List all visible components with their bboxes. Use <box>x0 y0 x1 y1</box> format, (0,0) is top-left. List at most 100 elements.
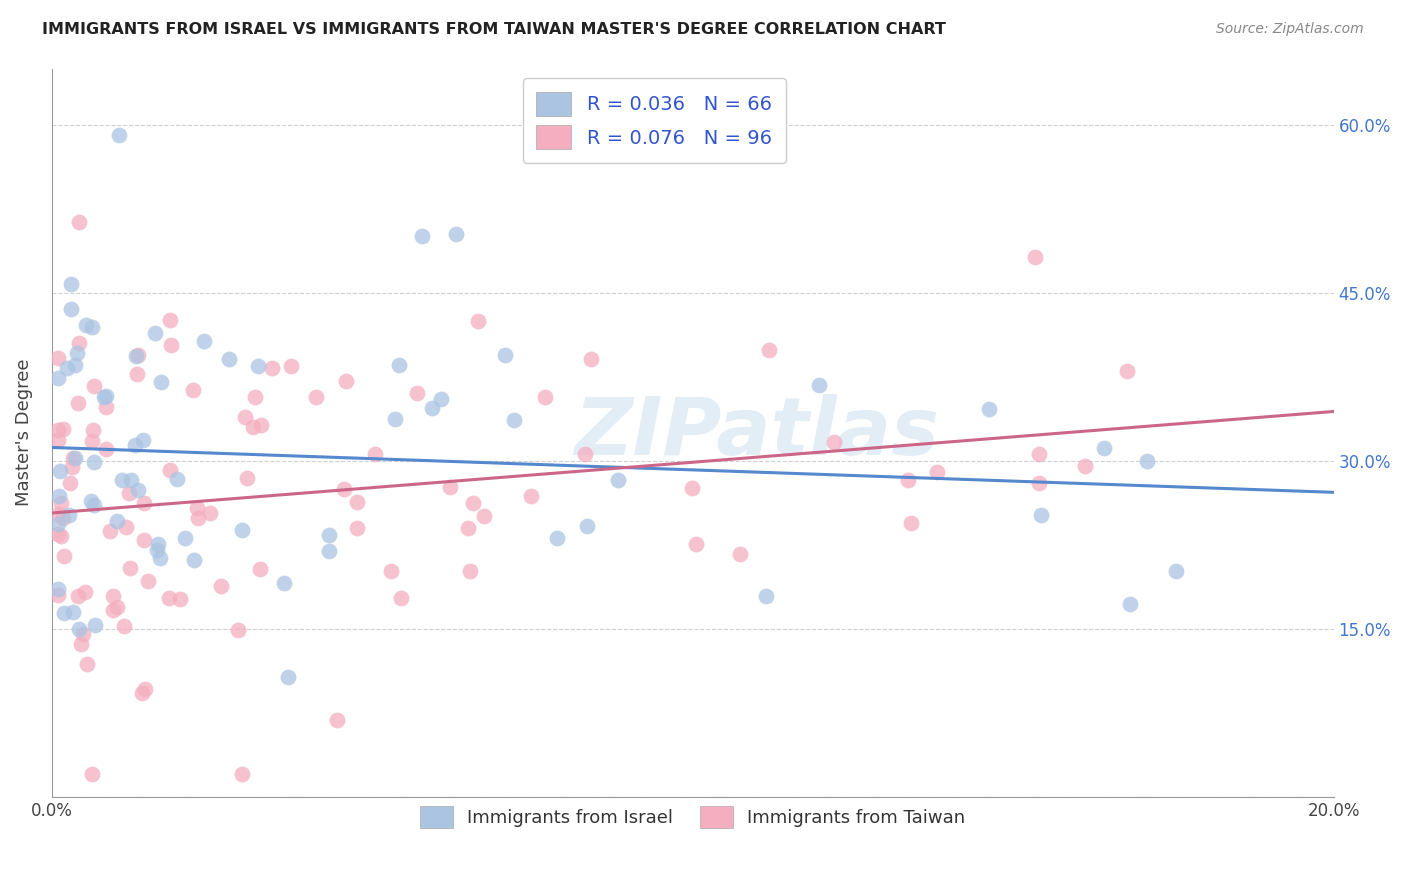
Point <box>332 482 354 496</box>
Point <box>46 507 69 521</box>
Point <box>115 520 138 534</box>
Point <box>457 521 479 535</box>
Point <box>69 637 91 651</box>
Point <box>134 681 156 696</box>
Point <box>236 471 259 485</box>
Point <box>46 433 69 447</box>
Point <box>187 511 209 525</box>
Point <box>326 714 349 728</box>
Point <box>166 472 188 486</box>
Point <box>55 361 77 376</box>
Point <box>1136 454 1159 468</box>
Point <box>62 606 84 620</box>
Point <box>157 591 180 606</box>
Point <box>685 537 707 551</box>
Point <box>46 588 69 602</box>
Point <box>66 346 89 360</box>
Point <box>388 358 411 372</box>
Point <box>48 489 70 503</box>
Point <box>60 277 83 291</box>
Point <box>467 314 489 328</box>
Point <box>159 312 181 326</box>
Point <box>925 465 948 479</box>
Point <box>406 385 429 400</box>
Point <box>346 494 368 508</box>
Point <box>127 367 149 381</box>
Point <box>1119 597 1142 611</box>
Point <box>107 128 129 142</box>
Point <box>49 529 72 543</box>
Text: IMMIGRANTS FROM ISRAEL VS IMMIGRANTS FROM TAIWAN MASTER'S DEGREE CORRELATION CHA: IMMIGRANTS FROM ISRAEL VS IMMIGRANTS FRO… <box>42 22 946 37</box>
Point <box>80 319 103 334</box>
Point <box>897 473 920 487</box>
Point <box>1029 508 1052 522</box>
Point <box>181 383 204 397</box>
Y-axis label: Master's Degree: Master's Degree <box>15 359 32 507</box>
Point <box>48 464 70 478</box>
Point <box>576 519 599 533</box>
Point <box>46 370 69 384</box>
Point <box>183 553 205 567</box>
Point <box>200 506 222 520</box>
Point <box>979 401 1001 416</box>
Point <box>125 349 148 363</box>
Point <box>169 592 191 607</box>
Point <box>120 561 142 575</box>
Point <box>318 528 340 542</box>
Point <box>131 686 153 700</box>
Point <box>72 627 94 641</box>
Point <box>83 455 105 469</box>
Point <box>52 422 75 436</box>
Point <box>105 514 128 528</box>
Point <box>579 352 602 367</box>
Point <box>63 358 86 372</box>
Point <box>458 564 481 578</box>
Point <box>280 359 302 373</box>
Point <box>1028 447 1050 461</box>
Point <box>159 463 181 477</box>
Point <box>75 318 97 333</box>
Point <box>67 335 90 350</box>
Point <box>1166 564 1188 578</box>
Point <box>96 442 118 457</box>
Point <box>494 348 516 362</box>
Point <box>80 493 103 508</box>
Point <box>546 532 568 546</box>
Point <box>127 483 149 497</box>
Point <box>112 618 135 632</box>
Point <box>52 511 75 525</box>
Point <box>520 489 543 503</box>
Text: ZIPatlas: ZIPatlas <box>574 393 939 472</box>
Point <box>149 376 172 390</box>
Point <box>1092 441 1115 455</box>
Point <box>46 526 69 541</box>
Point <box>105 599 128 614</box>
Point <box>318 544 340 558</box>
Point <box>235 410 257 425</box>
Point <box>503 413 526 427</box>
Point <box>83 499 105 513</box>
Point <box>1028 476 1050 491</box>
Point <box>242 420 264 434</box>
Point <box>149 551 172 566</box>
Point <box>173 531 195 545</box>
Point <box>472 508 495 523</box>
Point <box>46 424 69 438</box>
Point <box>98 524 121 538</box>
Point <box>96 400 118 414</box>
Point <box>46 582 69 596</box>
Point <box>231 523 253 537</box>
Point <box>730 547 752 561</box>
Point <box>146 537 169 551</box>
Point <box>422 401 444 415</box>
Point <box>94 389 117 403</box>
Point <box>250 417 273 432</box>
Point <box>83 618 105 632</box>
Point <box>186 501 208 516</box>
Point <box>111 474 134 488</box>
Point <box>101 590 124 604</box>
Point <box>380 564 402 578</box>
Point <box>46 351 69 366</box>
Point <box>146 543 169 558</box>
Point <box>444 227 467 242</box>
